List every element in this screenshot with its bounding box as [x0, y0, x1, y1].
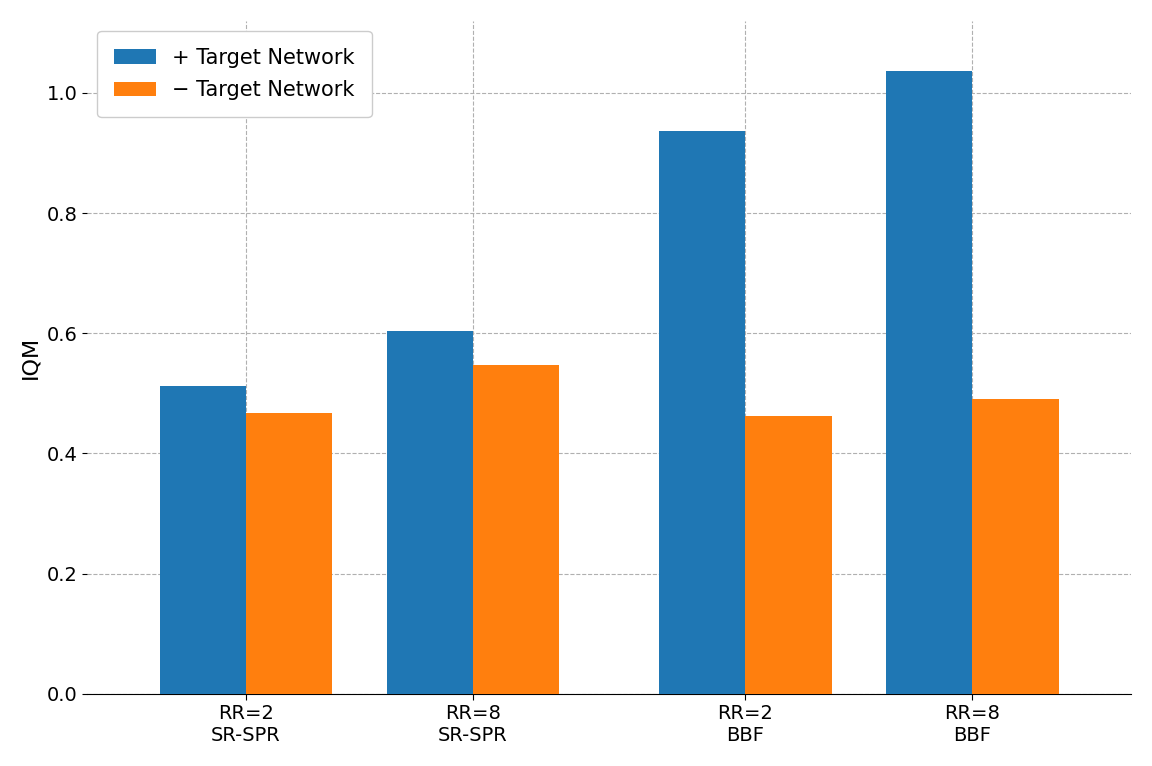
- Bar: [160, 385, 245, 694]
- Bar: [659, 131, 745, 694]
- Bar: [886, 71, 972, 694]
- Bar: [245, 413, 332, 694]
- Bar: [745, 416, 832, 694]
- Bar: [972, 399, 1059, 694]
- Bar: [472, 365, 559, 694]
- Bar: [387, 331, 472, 694]
- Legend: + Target Network, − Target Network: + Target Network, − Target Network: [98, 31, 372, 117]
- Y-axis label: IQM: IQM: [21, 336, 40, 379]
